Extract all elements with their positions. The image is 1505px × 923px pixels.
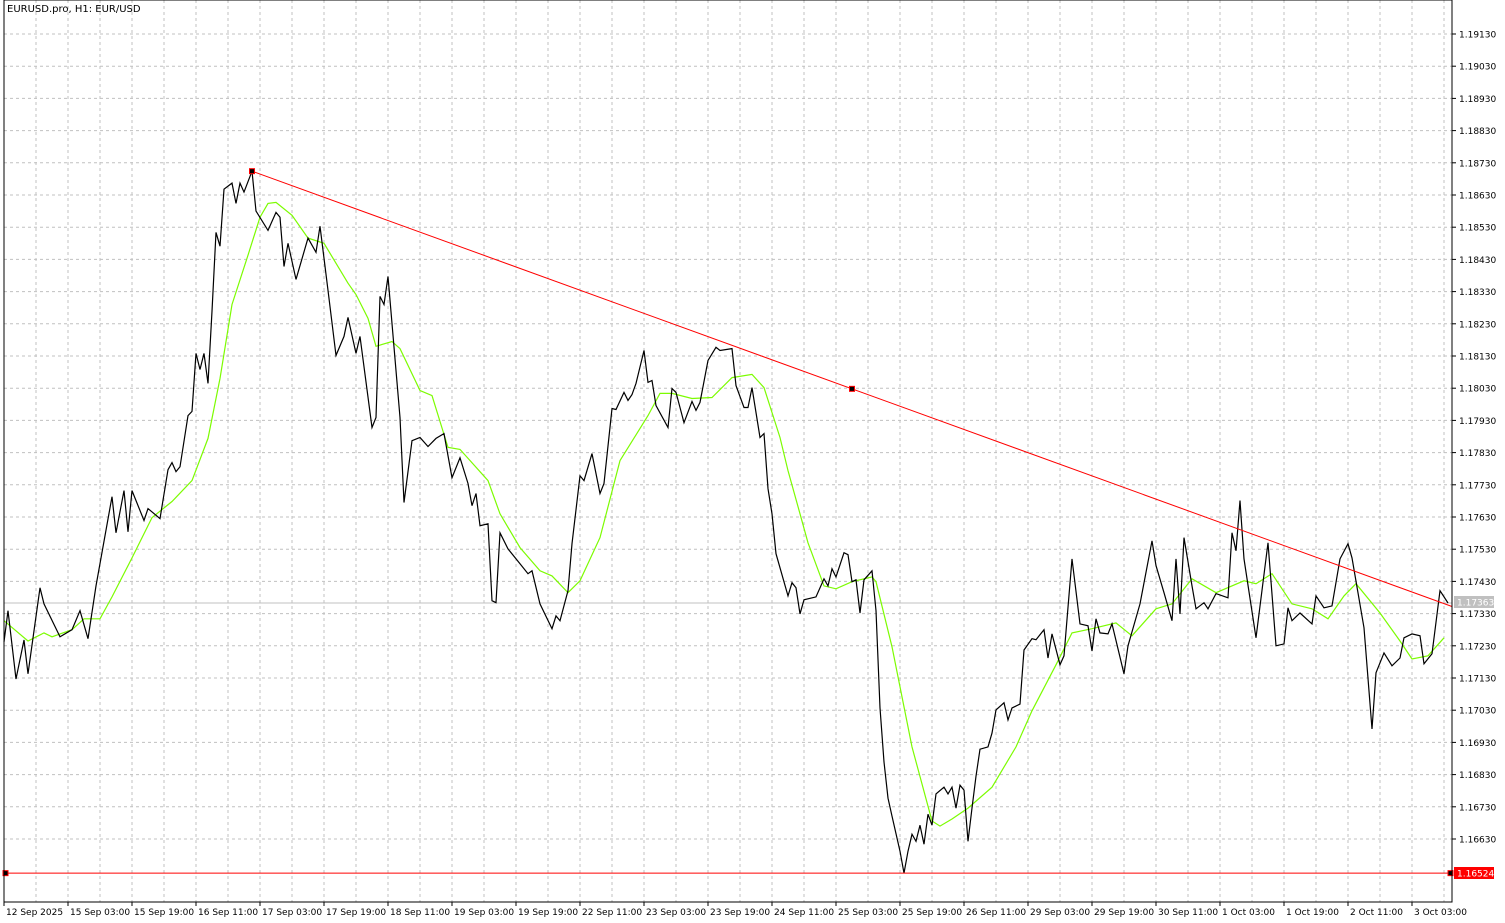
x-tick-label: 19 Sep 03:00 (454, 908, 514, 918)
y-tick-label: 1.18030 (1459, 385, 1496, 395)
y-tick-label: 1.18930 (1459, 95, 1496, 105)
y-tick-label: 1.17830 (1459, 449, 1496, 459)
y-tick-label: 1.16830 (1459, 771, 1496, 781)
y-tick-label: 1.18330 (1459, 288, 1496, 298)
horizontal-line-handle[interactable] (2, 870, 9, 877)
x-tick-label: 1 Oct 03:00 (1222, 908, 1275, 918)
x-tick-label: 29 Sep 19:00 (1094, 908, 1154, 918)
x-tick-label: 26 Sep 11:00 (966, 908, 1026, 918)
y-tick-label: 1.18530 (1459, 224, 1496, 234)
y-tick-label: 1.19030 (1459, 63, 1496, 73)
plot-border (3, 0, 1453, 903)
x-tick-label: 17 Sep 03:00 (262, 908, 322, 918)
y-tick-label: 1.16630 (1459, 836, 1496, 846)
y-tick-label: 1.18630 (1459, 192, 1496, 202)
trendline-anchor-handle[interactable] (849, 385, 855, 392)
y-tick-label: 1.17130 (1459, 675, 1496, 685)
y-tick-label: 1.18230 (1459, 320, 1496, 330)
y-tick-label: 1.17030 (1459, 707, 1496, 717)
y-tick-label: 1.17630 (1459, 514, 1496, 524)
x-tick-label: 15 Sep 03:00 (70, 908, 130, 918)
current-price-label: 1.17363 (1454, 596, 1494, 609)
y-tick-label: 1.17930 (1459, 417, 1496, 427)
y-tick-label: 1.16730 (1459, 803, 1496, 813)
hline-price-label: 1.16524 (1454, 867, 1494, 880)
x-tick-label: 18 Sep 11:00 (390, 908, 450, 918)
current-price-text: 1.17363 (1457, 599, 1494, 609)
y-tick-label: 1.17530 (1459, 546, 1496, 556)
series-layer (3, 170, 1449, 874)
x-tick-label: 25 Sep 03:00 (838, 908, 898, 918)
trendline-anchor-handle[interactable] (249, 168, 255, 175)
x-tick-label: 17 Sep 19:00 (326, 908, 386, 918)
price-line (3, 170, 1449, 874)
moving-average-line (3, 201, 1445, 827)
y-tick-label: 1.18730 (1459, 159, 1496, 169)
y-tick-label: 1.17730 (1459, 481, 1496, 491)
x-tick-label: 29 Sep 03:00 (1030, 908, 1090, 918)
x-tick-label: 2 Oct 11:00 (1350, 908, 1403, 918)
x-tick-label: 15 Sep 19:00 (134, 908, 194, 918)
x-tick-label: 22 Sep 11:00 (582, 908, 642, 918)
x-tick-label: 23 Sep 19:00 (710, 908, 770, 918)
y-tick-label: 1.16930 (1459, 739, 1496, 749)
price-axis: 1.19130 1.19030 1.18930 1.18830 1.18730 1.186… (1452, 31, 1496, 846)
x-tick-label: 19 Sep 19:00 (518, 908, 578, 918)
grid (4, 0, 1452, 902)
hline-price-text: 1.16524 (1457, 870, 1494, 880)
y-tick-label: 1.18830 (1459, 127, 1496, 137)
x-tick-label: 24 Sep 11:00 (774, 908, 834, 918)
x-tick-label: 12 Sep 2025 (6, 908, 63, 918)
x-tick-label: 23 Sep 03:00 (646, 908, 706, 918)
horizontal-line-handle[interactable] (1447, 870, 1454, 877)
y-tick-label: 1.18430 (1459, 256, 1496, 266)
time-axis: 12 Sep 2025 15 Sep 03:00 15 Sep 19:00 16 Se… (3, 902, 1467, 918)
chart-objects[interactable] (2, 168, 1454, 877)
x-tick-label: 16 Sep 11:00 (198, 908, 258, 918)
y-tick-label: 1.17330 (1459, 610, 1496, 620)
x-tick-label: 1 Oct 19:00 (1286, 908, 1339, 918)
x-tick-label: 30 Sep 11:00 (1158, 908, 1218, 918)
y-tick-label: 1.17230 (1459, 642, 1496, 652)
y-tick-label: 1.17430 (1459, 578, 1496, 588)
chart-title: EURUSD.pro, H1: EUR/USD (7, 4, 141, 15)
x-tick-label: 25 Sep 19:00 (902, 908, 962, 918)
y-tick-label: 1.19130 (1459, 31, 1496, 41)
y-tick-label: 1.18130 (1459, 353, 1496, 363)
x-tick-label: 3 Oct 03:00 (1414, 908, 1467, 918)
